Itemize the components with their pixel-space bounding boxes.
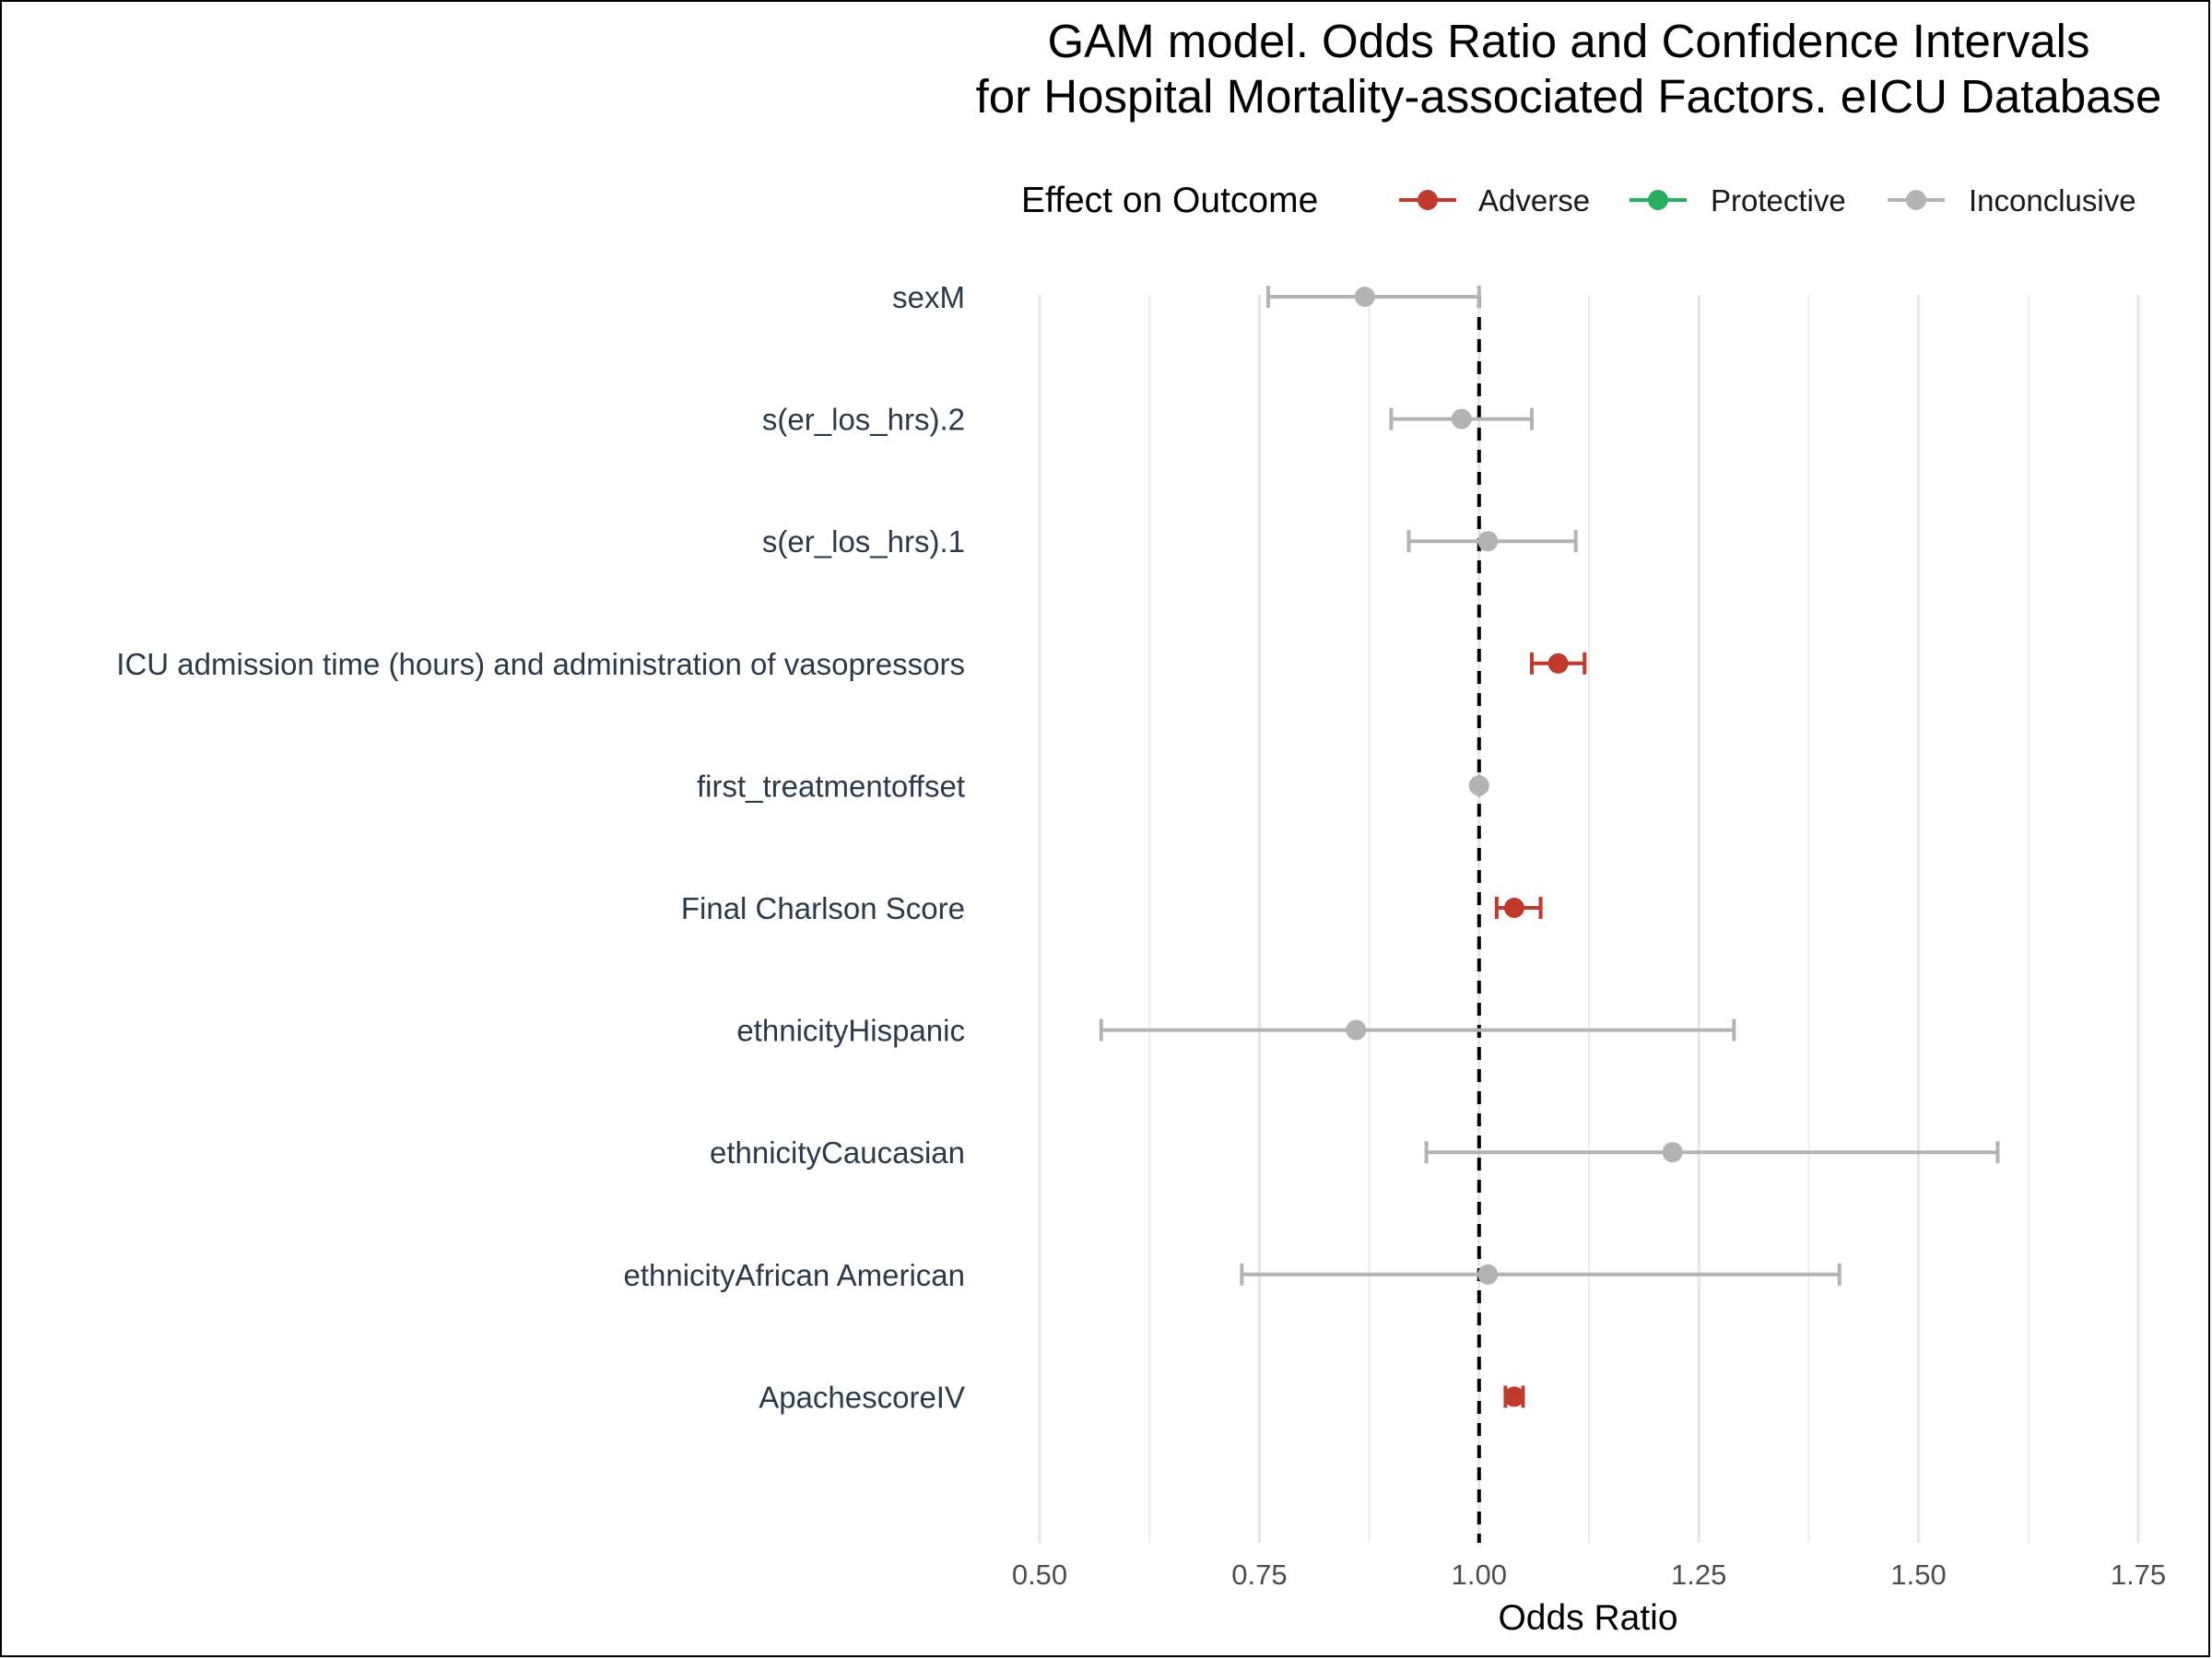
point-first-treatmentoffset xyxy=(1468,775,1489,796)
row-icu-admission-time-hours-and-administration-of-vasopressors xyxy=(1530,652,1587,675)
x-tick-1-00: 1.00 xyxy=(1452,1559,1507,1591)
x-axis-title: Odds Ratio xyxy=(1498,1598,1677,1638)
y-label-final-charlson-score: Final Charlson Score xyxy=(681,891,965,925)
point-apachescoreiv xyxy=(1503,1386,1524,1407)
x-axis-ticks: 0.50 0.75 1.00 1.25 1.50 1.75 xyxy=(1012,1559,2166,1591)
row-final-charlson-score xyxy=(1494,897,1543,919)
legend-title: Effect on Outcome xyxy=(1021,181,1318,220)
legend-key-point-adverse xyxy=(1418,190,1438,210)
x-tick-0-75: 0.75 xyxy=(1231,1559,1287,1591)
legend-item-adverse: Adverse xyxy=(1399,183,1590,218)
point-s-er-los-hrs-1 xyxy=(1477,531,1499,552)
chart-title-line-1: GAM model. Odds Ratio and Confidence Int… xyxy=(1047,15,2089,67)
point-icu-admission-time-hours-and-administration-of-vasopressors xyxy=(1547,653,1569,674)
y-label-ethnicityafrican-american: ethnicityAfrican American xyxy=(624,1258,966,1292)
row-ethnicitycaucasian xyxy=(1424,1141,2000,1164)
y-label-first-treatmentoffset: first_treatmentoffset xyxy=(697,769,965,803)
legend-item-protective: Protective xyxy=(1630,183,1846,218)
x-tick-1-50: 1.50 xyxy=(1890,1559,1946,1591)
chart-title-line-2: for Hospital Mortality-associated Factor… xyxy=(976,70,2162,123)
y-axis-labels: sexM s(er_los_hrs).2 s(er_los_hrs).1 ICU ad… xyxy=(116,280,965,1414)
x-tick-1-25: 1.25 xyxy=(1671,1559,1726,1591)
legend-label-protective: Protective xyxy=(1711,183,1846,218)
data-marks xyxy=(1099,286,2000,1408)
row-first-treatmentoffset xyxy=(1468,774,1489,797)
point-sexm xyxy=(1354,287,1375,307)
y-label-s-er-los-hrs-2: s(er_los_hrs).2 xyxy=(762,403,965,437)
row-ethnicityafrican-american xyxy=(1240,1263,1841,1286)
point-ethnicityhispanic xyxy=(1346,1019,1367,1041)
y-label-sexm: sexM xyxy=(892,280,965,314)
point-ethnicitycaucasian xyxy=(1662,1142,1683,1163)
x-tick-1-75: 1.75 xyxy=(2111,1559,2166,1591)
chart-title: GAM model. Odds Ratio and Confidence Int… xyxy=(976,15,2162,123)
legend-label-adverse: Adverse xyxy=(1478,183,1590,218)
point-ethnicityafrican-american xyxy=(1477,1264,1499,1285)
y-label-ethnicitycaucasian: ethnicityCaucasian xyxy=(710,1135,965,1170)
legend-label-inconclusive: Inconclusive xyxy=(1969,183,2136,218)
row-s-er-los-hrs-1 xyxy=(1406,530,1578,553)
point-s-er-los-hrs-2 xyxy=(1451,408,1472,429)
grid-lines xyxy=(1038,295,2140,1543)
y-label-apachescoreiv: ApachescoreIV xyxy=(759,1380,965,1414)
row-sexm xyxy=(1265,286,1481,308)
legend-key-point-protective xyxy=(1648,190,1668,210)
legend: Effect on Outcome Adverse Protective Inconc… xyxy=(1021,181,2136,220)
x-tick-0-50: 0.50 xyxy=(1012,1559,1067,1591)
row-apachescoreiv xyxy=(1503,1385,1525,1408)
y-label-s-er-los-hrs-1: s(er_los_hrs).1 xyxy=(762,524,965,559)
point-final-charlson-score xyxy=(1503,898,1524,918)
legend-item-inconclusive: Inconclusive xyxy=(1888,183,2136,218)
y-label-ethnicityhispanic: ethnicityHispanic xyxy=(736,1014,965,1048)
row-s-er-los-hrs-2 xyxy=(1389,407,1535,430)
legend-key-point-inconclusive xyxy=(1906,190,1926,210)
row-ethnicityhispanic xyxy=(1099,1018,1736,1041)
y-label-icu-admission-time-hours-and-administration-of-vasopressors: ICU admission time (hours) and administr… xyxy=(116,647,965,681)
